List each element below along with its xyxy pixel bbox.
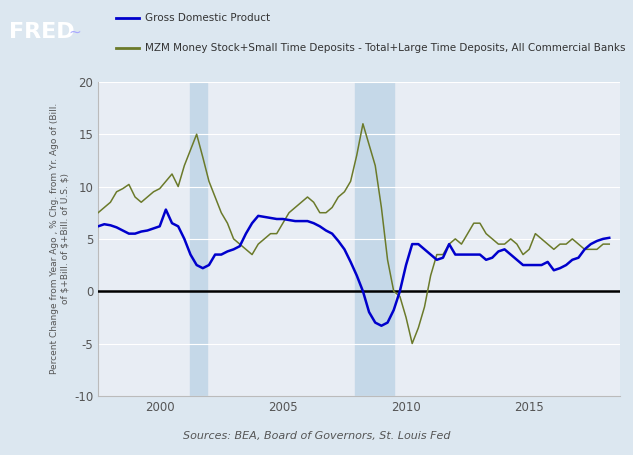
Text: Gross Domestic Product: Gross Domestic Product [145, 14, 270, 24]
Text: FRED: FRED [9, 22, 75, 42]
Bar [191, 82, 207, 396]
Text: ~: ~ [68, 24, 82, 39]
Bar [354, 82, 394, 396]
Y-axis label: Percent Change from Year Ago , % Chg. from Yr. Ago of (Bill.
of $+Bill. of $+Bil: Percent Change from Year Ago , % Chg. fr… [51, 103, 70, 374]
Text: MZM Money Stock+Small Time Deposits - Total+Large Time Deposits, All Commercial : MZM Money Stock+Small Time Deposits - To… [145, 42, 625, 52]
Text: Sources: BEA, Board of Governors, St. Louis Fed: Sources: BEA, Board of Governors, St. Lo… [183, 431, 450, 441]
